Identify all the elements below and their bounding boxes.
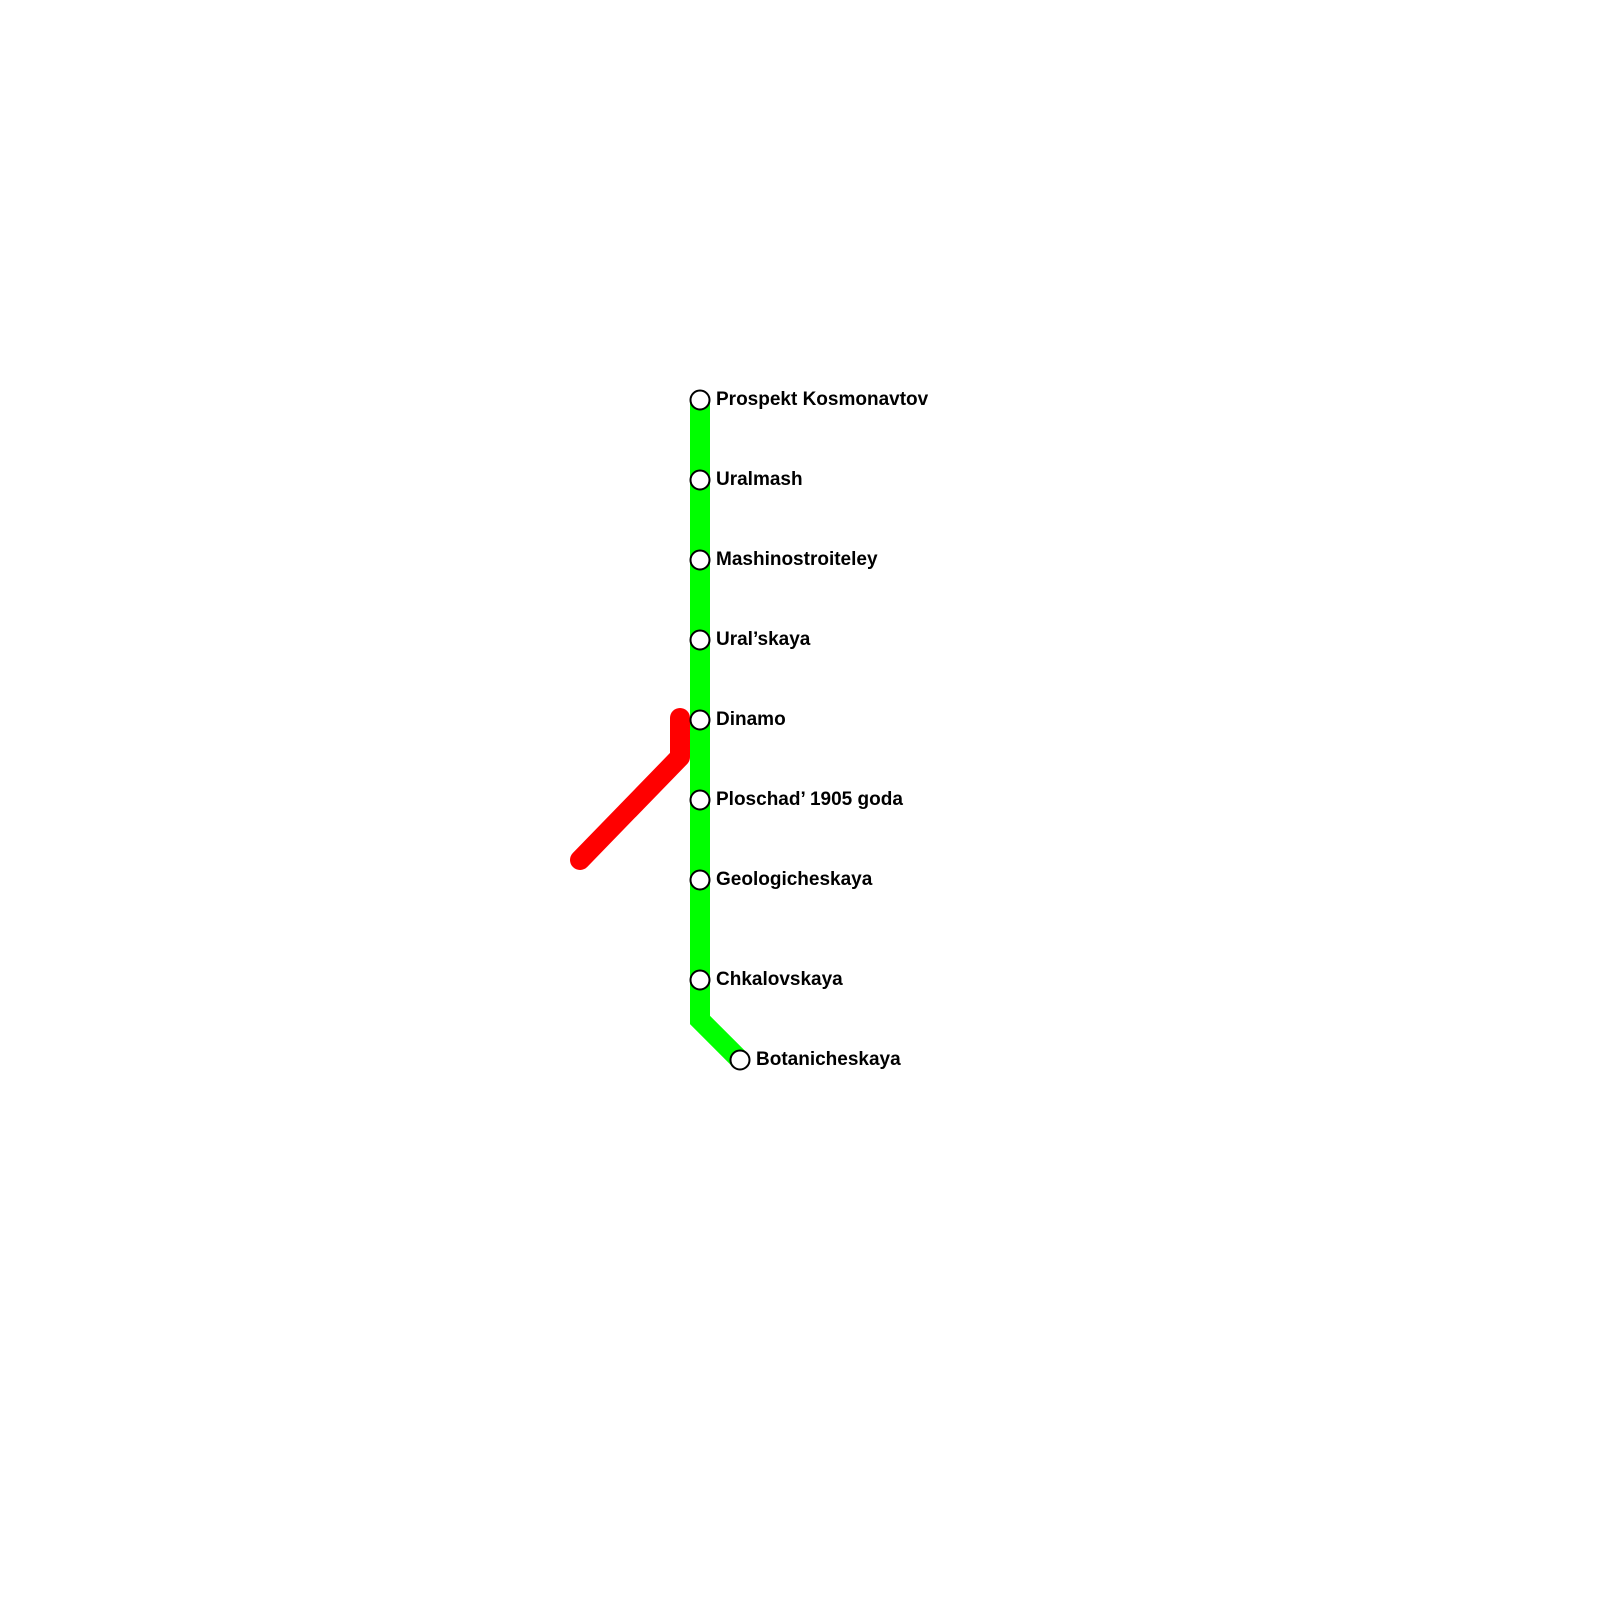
station-label: Dinamo bbox=[716, 709, 786, 730]
station: Uralmash bbox=[689, 469, 803, 491]
station: Mashinostroiteley bbox=[689, 549, 878, 571]
green-line bbox=[690, 400, 748, 1068]
station: Botanicheskaya bbox=[729, 1049, 901, 1071]
station: Geologicheskaya bbox=[689, 869, 873, 891]
station: Prospekt Kosmonavtov bbox=[689, 389, 929, 411]
station-label: Chkalovskaya bbox=[716, 969, 843, 990]
station-marker bbox=[689, 789, 711, 811]
station-marker bbox=[689, 969, 711, 991]
station-marker bbox=[689, 549, 711, 571]
station-marker bbox=[689, 469, 711, 491]
station-label: Ploschad’ 1905 goda bbox=[716, 789, 903, 810]
red-line bbox=[570, 708, 690, 870]
station-marker bbox=[689, 389, 711, 411]
station-marker bbox=[689, 869, 711, 891]
station-label: Prospekt Kosmonavtov bbox=[716, 389, 929, 410]
station: Ploschad’ 1905 goda bbox=[689, 789, 903, 811]
station-label: Geologicheskaya bbox=[716, 869, 873, 890]
station-label: Mashinostroiteley bbox=[716, 549, 878, 570]
station-marker bbox=[689, 709, 711, 731]
station-marker bbox=[729, 1049, 751, 1071]
station: Ural’skaya bbox=[689, 629, 811, 651]
station-label: Ural’skaya bbox=[716, 629, 811, 650]
station-label: Uralmash bbox=[716, 469, 803, 490]
station-marker bbox=[689, 629, 711, 651]
station-label: Botanicheskaya bbox=[756, 1049, 901, 1070]
station: Chkalovskaya bbox=[689, 969, 843, 991]
stations: Prospekt Kosmonavtov Uralmash Mashinostroi… bbox=[689, 389, 929, 1071]
station: Dinamo bbox=[689, 709, 786, 731]
